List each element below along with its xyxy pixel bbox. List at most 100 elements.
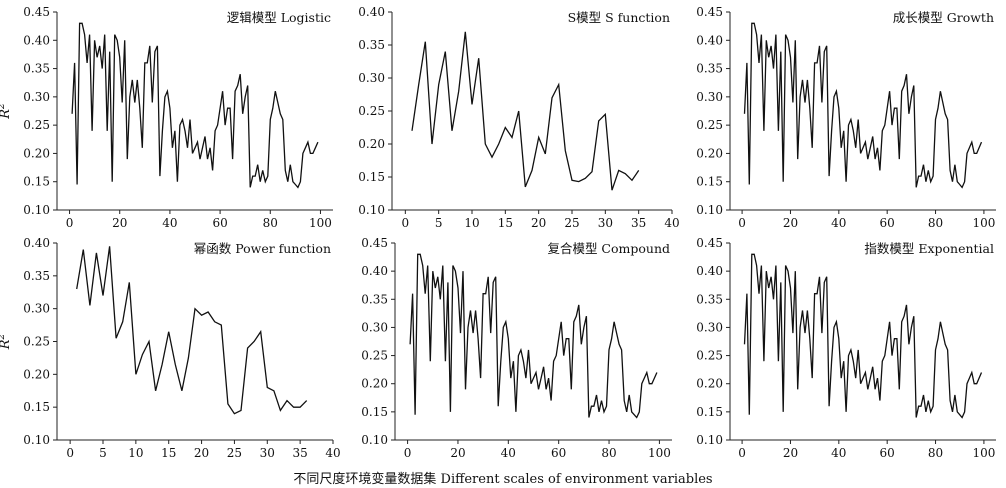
series-line-1 xyxy=(409,253,658,419)
y-tick-label: 0.10 xyxy=(696,433,723,447)
y-tick-label: 0.40 xyxy=(696,33,723,47)
x-tick-label: 15 xyxy=(161,446,176,460)
panel-title: 复合模型 Compound xyxy=(547,241,670,256)
x-tick-label: 15 xyxy=(498,216,513,230)
y-tick-label: 0.25 xyxy=(696,349,723,363)
y-tick-label: 0.30 xyxy=(23,302,50,316)
y-tick-label: 0.10 xyxy=(23,203,50,217)
x-tick-label: 0 xyxy=(738,446,746,460)
x-tick-label: 5 xyxy=(435,216,443,230)
panel-grid: 0.100.150.200.250.300.350.400.450 20 40 60 8… xyxy=(0,5,996,460)
x-tick-label: 60 xyxy=(551,446,566,460)
y-tick-label: 0.15 xyxy=(696,175,723,189)
x-tick-label: 20 xyxy=(194,446,209,460)
y-tick-label: 0.10 xyxy=(696,203,723,217)
x-tick-label: 80 xyxy=(601,446,616,460)
x-tick-label: 0 xyxy=(738,216,746,230)
y-axis-label-superscript: 2 xyxy=(0,103,7,110)
y-tick-label: 0.30 xyxy=(696,320,723,334)
x-tick-label: 10 xyxy=(128,446,143,460)
y-tick-label: 0.10 xyxy=(361,433,388,447)
x-tick-label: 40 xyxy=(664,216,679,230)
y-tick-label: 0.45 xyxy=(23,5,50,19)
x-tick-label: 10 xyxy=(464,216,479,230)
x-tick-label: 20 xyxy=(783,216,798,230)
x-tick-label: 100 xyxy=(972,446,995,460)
x-tick-label: 100 xyxy=(309,216,332,230)
chart-panel-6: 0.10 0.15 0.20 0.25 0.30 0.35 0.40 0.45 0 20 40 60 8… xyxy=(696,236,996,460)
x-tick-label: 60 xyxy=(212,216,227,230)
x-tick-label: 40 xyxy=(831,216,846,230)
y-tick-label: 0.15 xyxy=(23,400,50,414)
y-axis-label: R2 xyxy=(0,103,13,120)
x-tick-label: 0 xyxy=(402,216,410,230)
y-tick-label: 0.10 xyxy=(358,203,385,217)
y-tick-label: 0.35 xyxy=(361,292,388,306)
series-line-1 xyxy=(743,253,983,419)
series-line-1 xyxy=(71,22,319,189)
y-tick-label: 0.30 xyxy=(696,90,723,104)
x-tick-label: 60 xyxy=(880,446,895,460)
x-tick-label: 0 xyxy=(66,446,74,460)
panel-title: 指数模型 Exponential xyxy=(864,241,994,256)
x-tick-label: 100 xyxy=(972,216,995,230)
x-tick-label: 30 xyxy=(598,216,613,230)
y-tick-label: 0.30 xyxy=(358,71,385,85)
x-tick-label: 20 xyxy=(783,446,798,460)
y-axis-label: R2 xyxy=(0,333,13,350)
y-tick-label: 0.20 xyxy=(23,367,50,381)
chart-panel-5: 0.10 0.15 0.20 0.25 0.30 0.35 0.40 0.45 0 20 40 60 8… xyxy=(361,236,672,460)
y-tick-label: 0.30 xyxy=(361,320,388,334)
x-tick-label: 60 xyxy=(880,216,895,230)
x-tick-label: 40 xyxy=(162,216,177,230)
x-tick-label: 80 xyxy=(928,216,943,230)
y-tick-label: 0.20 xyxy=(358,137,385,151)
x-tick-label: 30 xyxy=(260,446,275,460)
x-tick-label: 100 xyxy=(648,446,671,460)
y-tick-label: 0.20 xyxy=(361,377,388,391)
y-tick-label: 0.35 xyxy=(23,269,50,283)
y-tick-label: 0.25 xyxy=(361,349,388,363)
series-line-1 xyxy=(76,246,308,415)
x-tick-label: 25 xyxy=(564,216,579,230)
x-tick-label: 25 xyxy=(227,446,242,460)
x-tick-label: 80 xyxy=(263,216,278,230)
x-tick-label: 40 xyxy=(831,446,846,460)
panel-title: 成长模型 Growth xyxy=(893,10,994,25)
chart-panel-3: 0.10 0.15 0.20 0.25 0.30 0.35 0.40 0.45 0 20 40 60 8… xyxy=(696,5,996,230)
x-tick-label: 0 xyxy=(66,216,74,230)
panel-title: 幂函数 Power function xyxy=(194,241,331,256)
y-tick-label: 0.45 xyxy=(696,236,723,250)
figure-x-axis-label: 不同尺度环境变量数据集 Different scales of environm… xyxy=(293,471,712,487)
chart-panel-2: 0.10 0.15 0.20 0.25 0.30 0.35 0.40 0 5 10 15 20 25 30… xyxy=(358,5,679,230)
y-tick-label: 0.15 xyxy=(23,175,50,189)
series-line-1 xyxy=(411,31,640,191)
x-tick-label: 35 xyxy=(631,216,646,230)
x-tick-label: 20 xyxy=(450,446,465,460)
y-tick-label: 0.40 xyxy=(696,264,723,278)
y-tick-label: 0.40 xyxy=(358,5,385,19)
chart-panel-1: 0.10 0.15 0.20 0.25 0.30 0.35 0.40 0.45 0 20 40 60 8… xyxy=(0,5,333,230)
y-tick-label: 0.40 xyxy=(23,236,50,250)
y-tick-label: 0.25 xyxy=(23,335,50,349)
y-axis-label-superscript: 2 xyxy=(0,333,7,340)
y-tick-label: 0.40 xyxy=(23,33,50,47)
x-tick-label: 80 xyxy=(928,446,943,460)
y-tick-label: 0.25 xyxy=(358,104,385,118)
y-tick-label: 0.15 xyxy=(358,170,385,184)
chart-panel-4: 0.10 0.15 0.20 0.25 0.30 0.35 0.40 0 5 10 15 20 25 30… xyxy=(0,236,341,460)
x-tick-label: 0 xyxy=(404,446,412,460)
y-tick-label: 0.40 xyxy=(361,264,388,278)
y-tick-label: 0.25 xyxy=(696,118,723,132)
y-tick-label: 0.35 xyxy=(23,62,50,76)
panel-title: 逻辑模型 Logistic xyxy=(227,10,331,25)
y-tick-label: 0.45 xyxy=(696,5,723,19)
x-tick-label: 5 xyxy=(99,446,107,460)
y-tick-label: 0.35 xyxy=(696,292,723,306)
y-tick-label: 0.30 xyxy=(23,90,50,104)
y-tick-label: 0.25 xyxy=(23,118,50,132)
x-tick-label: 35 xyxy=(293,446,308,460)
x-tick-label: 20 xyxy=(112,216,127,230)
y-tick-label: 0.35 xyxy=(358,38,385,52)
